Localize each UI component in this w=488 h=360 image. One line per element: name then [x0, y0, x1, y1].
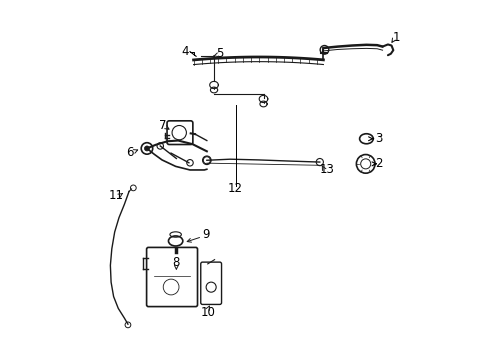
Text: 4: 4	[181, 45, 189, 58]
Text: 12: 12	[227, 183, 243, 195]
Text: 3: 3	[374, 132, 382, 145]
Text: 9: 9	[202, 228, 209, 241]
Text: 10: 10	[200, 306, 215, 319]
Text: 7: 7	[159, 119, 166, 132]
Text: 11: 11	[108, 189, 123, 202]
Circle shape	[144, 146, 149, 151]
Text: 2: 2	[375, 157, 382, 170]
Text: 6: 6	[126, 145, 133, 158]
Text: 13: 13	[319, 163, 334, 176]
Text: 5: 5	[215, 47, 223, 60]
Text: 8: 8	[172, 256, 180, 269]
Text: 1: 1	[392, 31, 400, 44]
